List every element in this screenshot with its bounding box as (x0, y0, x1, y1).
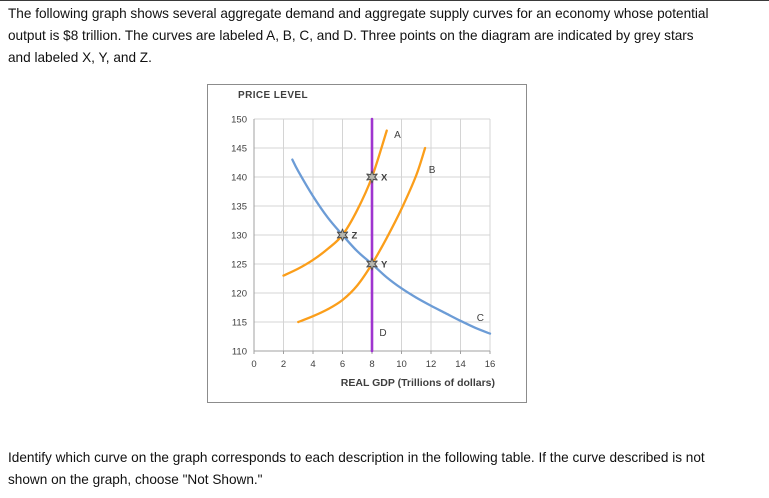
star-Z (336, 228, 349, 242)
star-label-X: X (381, 173, 388, 184)
y-tick-label: 135 (231, 202, 247, 213)
x-tick-label: 6 (340, 359, 345, 370)
footer-line: Identify which curve on the graph corres… (8, 450, 705, 465)
curve-label-B: B (429, 165, 436, 176)
curve-B (297, 146, 427, 324)
star-label-Z: Z (352, 231, 358, 242)
chart-title: PRICE LEVEL (238, 90, 308, 101)
intro-line: and labeled X, Y, and Z. (8, 50, 152, 65)
y-tick-label: 150 (231, 115, 247, 126)
footer-text: Identify which curve on the graph corres… (8, 447, 764, 491)
star-label-Y: Y (381, 260, 388, 271)
x-tick-label: 16 (485, 359, 496, 370)
y-tick-label: 125 (231, 260, 247, 271)
x-tick-label: 8 (369, 359, 374, 370)
x-tick-label: 12 (426, 359, 437, 370)
top-divider (0, 0, 769, 1)
x-tick-label: 0 (251, 359, 256, 370)
chart-panel: PRICE LEVEL 0 2 4 6 8 10 12 14 16 110 115 120 125 130… (207, 84, 527, 403)
star-Y (366, 257, 378, 271)
y-tick-label: 120 (231, 289, 247, 300)
intro-text: The following graph shows several aggreg… (8, 3, 764, 69)
star-X (366, 170, 378, 184)
curve-label-D: D (379, 328, 386, 339)
x-tick-label: 2 (281, 359, 286, 370)
x-tick-label: 4 (310, 359, 315, 370)
y-tick-label: 110 (232, 347, 247, 358)
intro-line: The following graph shows several aggreg… (8, 6, 709, 21)
curve-label-A: A (394, 130, 401, 141)
x-tick-label: 14 (455, 359, 466, 370)
x-axis-label: REAL GDP (Trillions of dollars) (340, 377, 495, 389)
x-tick-label: 10 (396, 359, 407, 370)
curve-label-C: C (477, 313, 484, 324)
intro-line: output is $8 trillion. The curves are la… (8, 28, 694, 43)
y-tick-label: 140 (231, 173, 247, 184)
y-tick-label: 145 (231, 144, 247, 155)
curve-C (291, 158, 492, 335)
chart-svg: 0 2 4 6 8 10 12 14 16 110 115 120 125 130 135 140 145 150… (231, 115, 496, 371)
y-tick-label: 115 (232, 318, 247, 329)
footer-line: shown on the graph, choose "Not Shown." (8, 472, 263, 487)
y-tick-label: 130 (231, 231, 247, 242)
